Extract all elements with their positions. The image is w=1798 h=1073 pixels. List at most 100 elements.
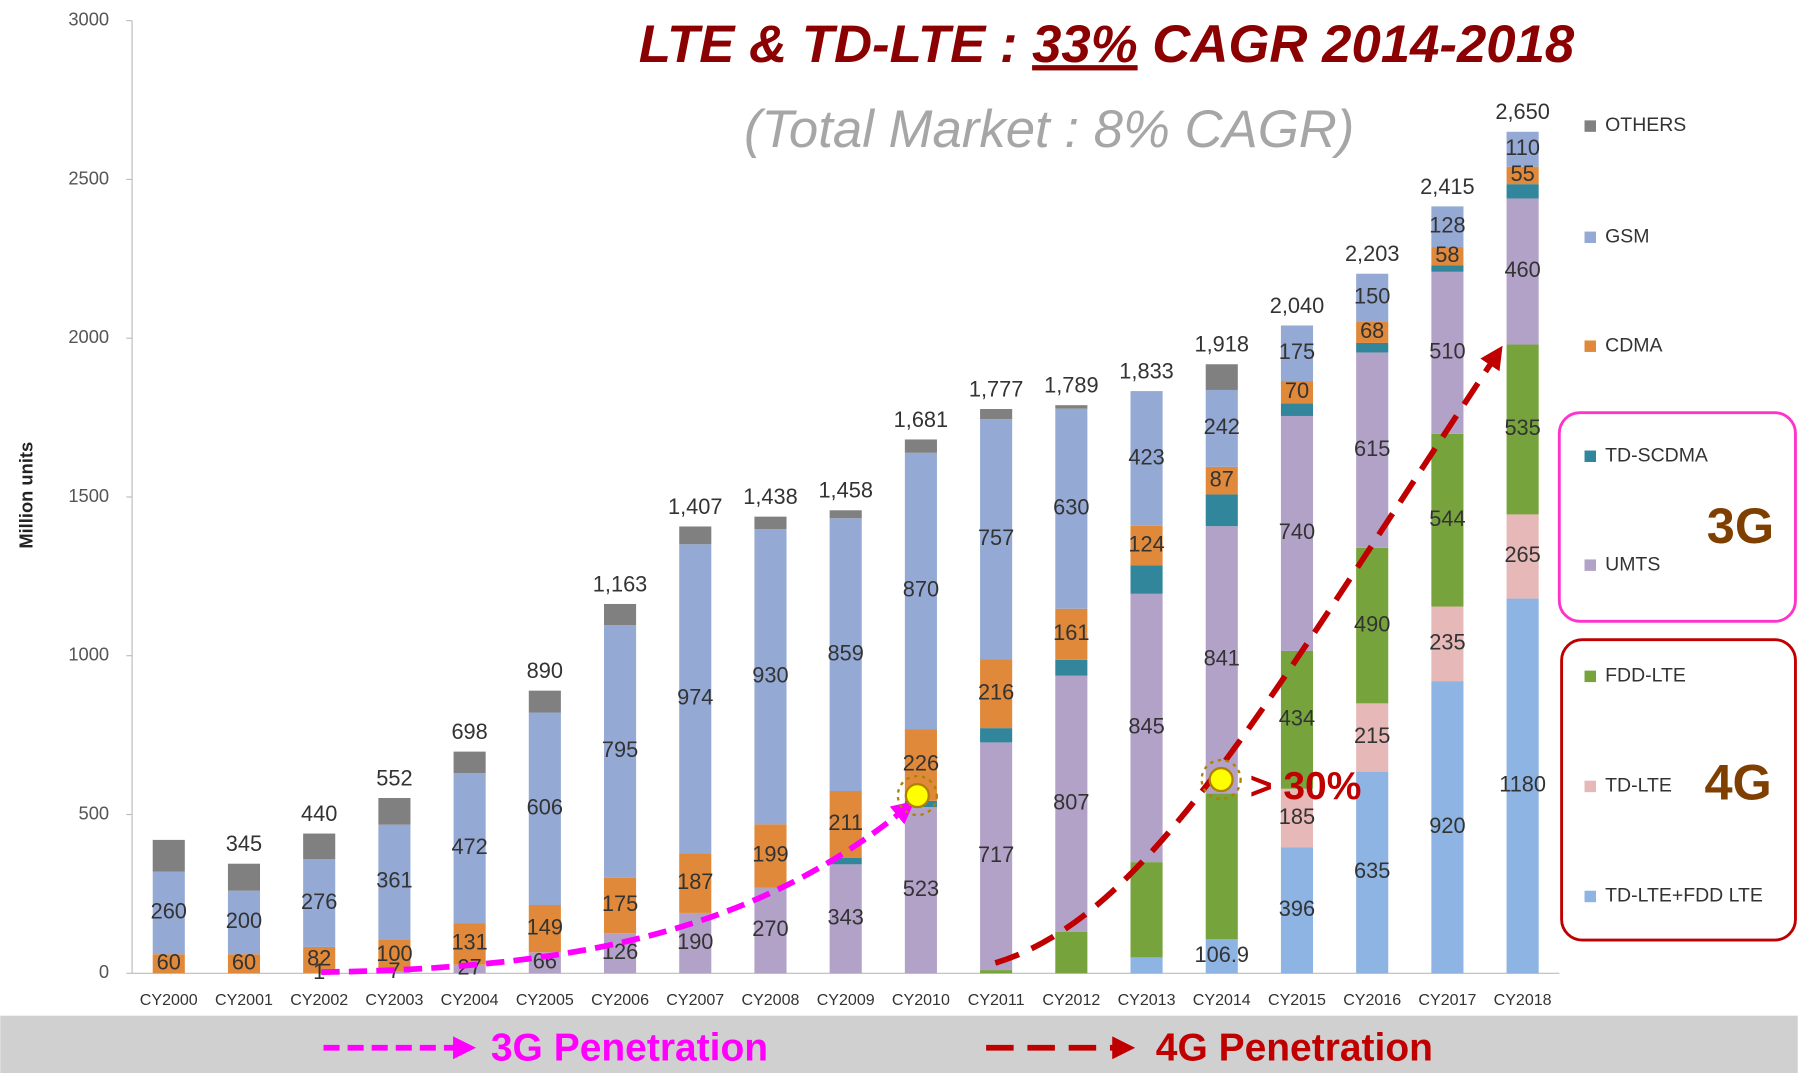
total-label: 2,203 [1345,241,1399,266]
bar-segment [303,946,336,973]
data-label: 226 [903,751,939,776]
bar-segment [980,659,1013,729]
x-tick-label: CY2003 [365,991,423,1009]
bar-segment [378,824,411,940]
bar-segment [679,853,712,913]
bar-segment [1356,703,1389,772]
x-tick-label: CY2002 [290,991,348,1009]
legend-label: CDMA [1605,334,1662,356]
data-label: 161 [1053,620,1089,645]
bar-segment [453,923,486,965]
data-label: 82 [307,946,331,971]
x-tick-label: CY2004 [441,991,499,1009]
legend-label: FDD-LTE [1605,664,1686,686]
bar-segment [1280,650,1314,789]
bar-segment [1205,793,1238,940]
bar-segment [980,970,1013,974]
bar-segment [152,839,185,872]
data-label: 740 [1279,519,1315,544]
y-tick-label: 0 [99,961,109,982]
data-label: 60 [232,949,256,974]
data-label: 523 [903,876,939,901]
data-label: 200 [226,908,262,933]
data-label: 841 [1204,645,1240,670]
data-label: 807 [1053,790,1089,815]
footer-label: 3G Penetration [491,1026,768,1069]
data-label: 242 [1204,414,1240,439]
bar-segment [1280,847,1314,974]
bar-segment [679,544,712,854]
group-box-4g [1560,638,1797,942]
data-label: 276 [301,889,337,914]
bar-segment [604,877,637,934]
bar-segment [453,773,486,924]
bar-segment [1506,166,1539,185]
bar-segment [1431,271,1464,434]
group-label: 4G [1704,754,1771,811]
group-box-3g [1557,411,1797,623]
data-label: 175 [602,891,638,916]
data-label: 490 [1354,611,1390,636]
x-tick-label: CY2014 [1193,991,1251,1009]
bar-segment [1356,342,1389,353]
bar-segment [1506,514,1539,599]
data-label: 606 [527,795,563,820]
total-label: 1,458 [818,478,872,503]
bar-segment [1055,608,1088,660]
bar-segment [1356,771,1389,974]
bar-segment [829,857,862,865]
x-tick-label: CY2000 [140,991,198,1009]
data-label: 185 [1279,804,1315,829]
bar-segment [1431,433,1464,607]
data-label: 615 [1354,436,1390,461]
bar-segment [1280,381,1314,404]
group-label: 3G [1707,497,1774,554]
title-part: 33% [1032,15,1138,74]
bar-segment [303,859,336,947]
legend-swatch [1584,890,1596,903]
x-tick-label: CY2007 [666,991,724,1009]
bar-segment [1205,364,1238,390]
bar-segment [1506,598,1539,974]
bar-segment [980,408,1013,420]
data-label: 795 [602,737,638,762]
bar-segment [528,690,561,713]
x-tick-label: CY2008 [742,991,800,1009]
total-label: 890 [527,658,563,683]
data-label: 106.9 [1195,942,1249,967]
bar-segment [378,939,411,972]
data-label: 211 [828,810,863,835]
bar-segment [1280,325,1314,382]
total-label: 1,918 [1195,332,1249,357]
bar-segment [1356,273,1389,322]
data-label: 396 [1279,896,1315,921]
data-label: 60 [157,949,181,974]
bar-segment [1280,788,1314,848]
y-tick-label: 1500 [68,485,109,506]
bar-segment [1055,931,1088,974]
x-tick-label: CY2011 [968,991,1025,1009]
plot: 0 500 1000 1500 2000 2500 3000 CY2000 60 260 CY200… [68,8,1763,1009]
data-label: 70 [1285,378,1309,403]
x-tick-label: CY2001 [215,991,273,1009]
data-label: 175 [1279,339,1315,364]
bar-segment [1130,957,1163,974]
bar-segment [1205,939,1238,974]
bar-segment [1431,681,1464,974]
data-label: 544 [1429,506,1465,531]
y-tick-label: 2500 [68,167,109,188]
bar-segment [1205,466,1238,495]
x-tick-label: CY2016 [1343,991,1401,1009]
x-tick-label: CY2012 [1042,991,1100,1009]
y-tick-label: 1000 [68,644,109,665]
bar-segment [754,529,787,825]
data-label: 124 [1128,531,1164,556]
data-label: 361 [376,868,412,893]
bar-segment [1205,389,1238,467]
data-label: 1 [313,959,325,984]
bar-segment [227,863,261,891]
data-label: 131 [451,930,487,955]
total-label: 2,415 [1420,174,1474,199]
data-label: 215 [1354,723,1390,748]
bar-segment [1506,131,1539,167]
